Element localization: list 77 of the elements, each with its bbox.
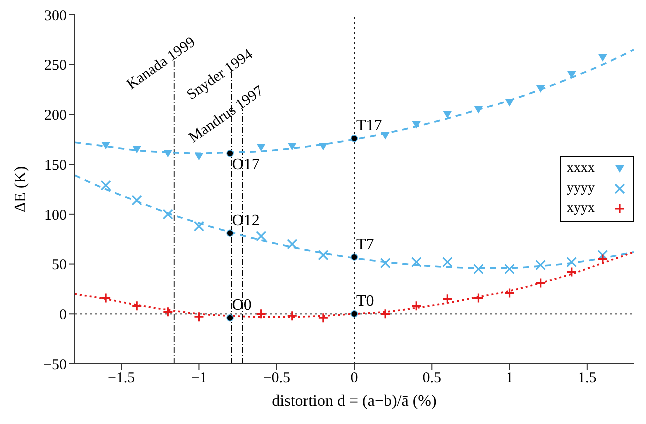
y-tick-label: 100 xyxy=(44,208,67,224)
point xyxy=(100,180,112,191)
point xyxy=(288,143,297,151)
point xyxy=(164,150,173,158)
point xyxy=(381,132,390,140)
point xyxy=(194,152,204,161)
point xyxy=(566,266,578,278)
point xyxy=(442,256,453,268)
data-label: T17 xyxy=(356,118,382,135)
y-tick-label: 50 xyxy=(52,258,67,274)
point xyxy=(350,135,358,142)
point xyxy=(226,230,234,237)
point xyxy=(194,221,205,232)
x-tick-label: 0 xyxy=(350,370,358,387)
point xyxy=(256,308,267,320)
x-tick-label: −1.5 xyxy=(108,370,136,387)
data-label: T0 xyxy=(356,293,374,310)
point xyxy=(504,264,516,275)
point xyxy=(536,85,546,93)
point xyxy=(380,258,391,269)
data-label: T7 xyxy=(356,236,374,254)
point xyxy=(318,312,329,324)
point xyxy=(287,239,298,250)
point xyxy=(162,306,174,318)
point xyxy=(598,250,608,261)
point xyxy=(536,260,546,271)
data-label: O0 xyxy=(232,297,252,314)
legend-label: yyyy xyxy=(567,180,595,198)
x-tick-label: −1 xyxy=(191,370,208,387)
legend-label: xyyx xyxy=(567,200,595,218)
y-tick-label: −50 xyxy=(44,357,67,374)
x-tick-label: 1 xyxy=(506,370,514,387)
point xyxy=(567,71,576,79)
point xyxy=(504,288,516,299)
x-axis-title: distortion d = (a−b)/ā (%) xyxy=(272,393,437,410)
point xyxy=(473,264,484,275)
x-tick-label: 0.5 xyxy=(422,370,442,387)
point xyxy=(411,256,422,268)
point xyxy=(350,310,358,318)
point xyxy=(598,54,608,62)
point xyxy=(100,292,112,304)
point xyxy=(287,310,298,322)
point xyxy=(411,300,422,312)
point xyxy=(226,150,234,158)
y-axis-title: ΔE (K) xyxy=(12,166,30,213)
point xyxy=(318,250,329,261)
point xyxy=(256,144,266,152)
x-tick-label: −0.5 xyxy=(263,370,290,387)
point xyxy=(318,143,328,151)
y-tick-label: 300 xyxy=(44,8,67,24)
point xyxy=(226,314,234,322)
y-tick-label: 0 xyxy=(60,307,67,324)
x-tick-label: 1.5 xyxy=(578,370,597,387)
legend-label: xxxx xyxy=(567,160,595,178)
point xyxy=(442,294,453,304)
point xyxy=(102,142,111,150)
point xyxy=(566,256,578,268)
point xyxy=(412,121,422,129)
point xyxy=(443,111,452,119)
point xyxy=(194,312,205,322)
point xyxy=(350,254,358,261)
point xyxy=(598,254,608,265)
data-label: O17 xyxy=(232,156,260,174)
point xyxy=(132,146,142,154)
y-tick-label: 150 xyxy=(44,158,67,174)
point xyxy=(256,231,267,242)
point xyxy=(505,99,514,107)
y-tick-label: 200 xyxy=(44,108,67,124)
point xyxy=(474,106,484,114)
y-tick-label: 250 xyxy=(44,58,67,74)
point xyxy=(162,209,174,220)
point xyxy=(132,195,142,206)
point xyxy=(473,292,484,304)
point xyxy=(132,300,142,312)
point xyxy=(380,308,391,320)
data-label: O12 xyxy=(232,212,260,230)
point xyxy=(536,278,546,289)
